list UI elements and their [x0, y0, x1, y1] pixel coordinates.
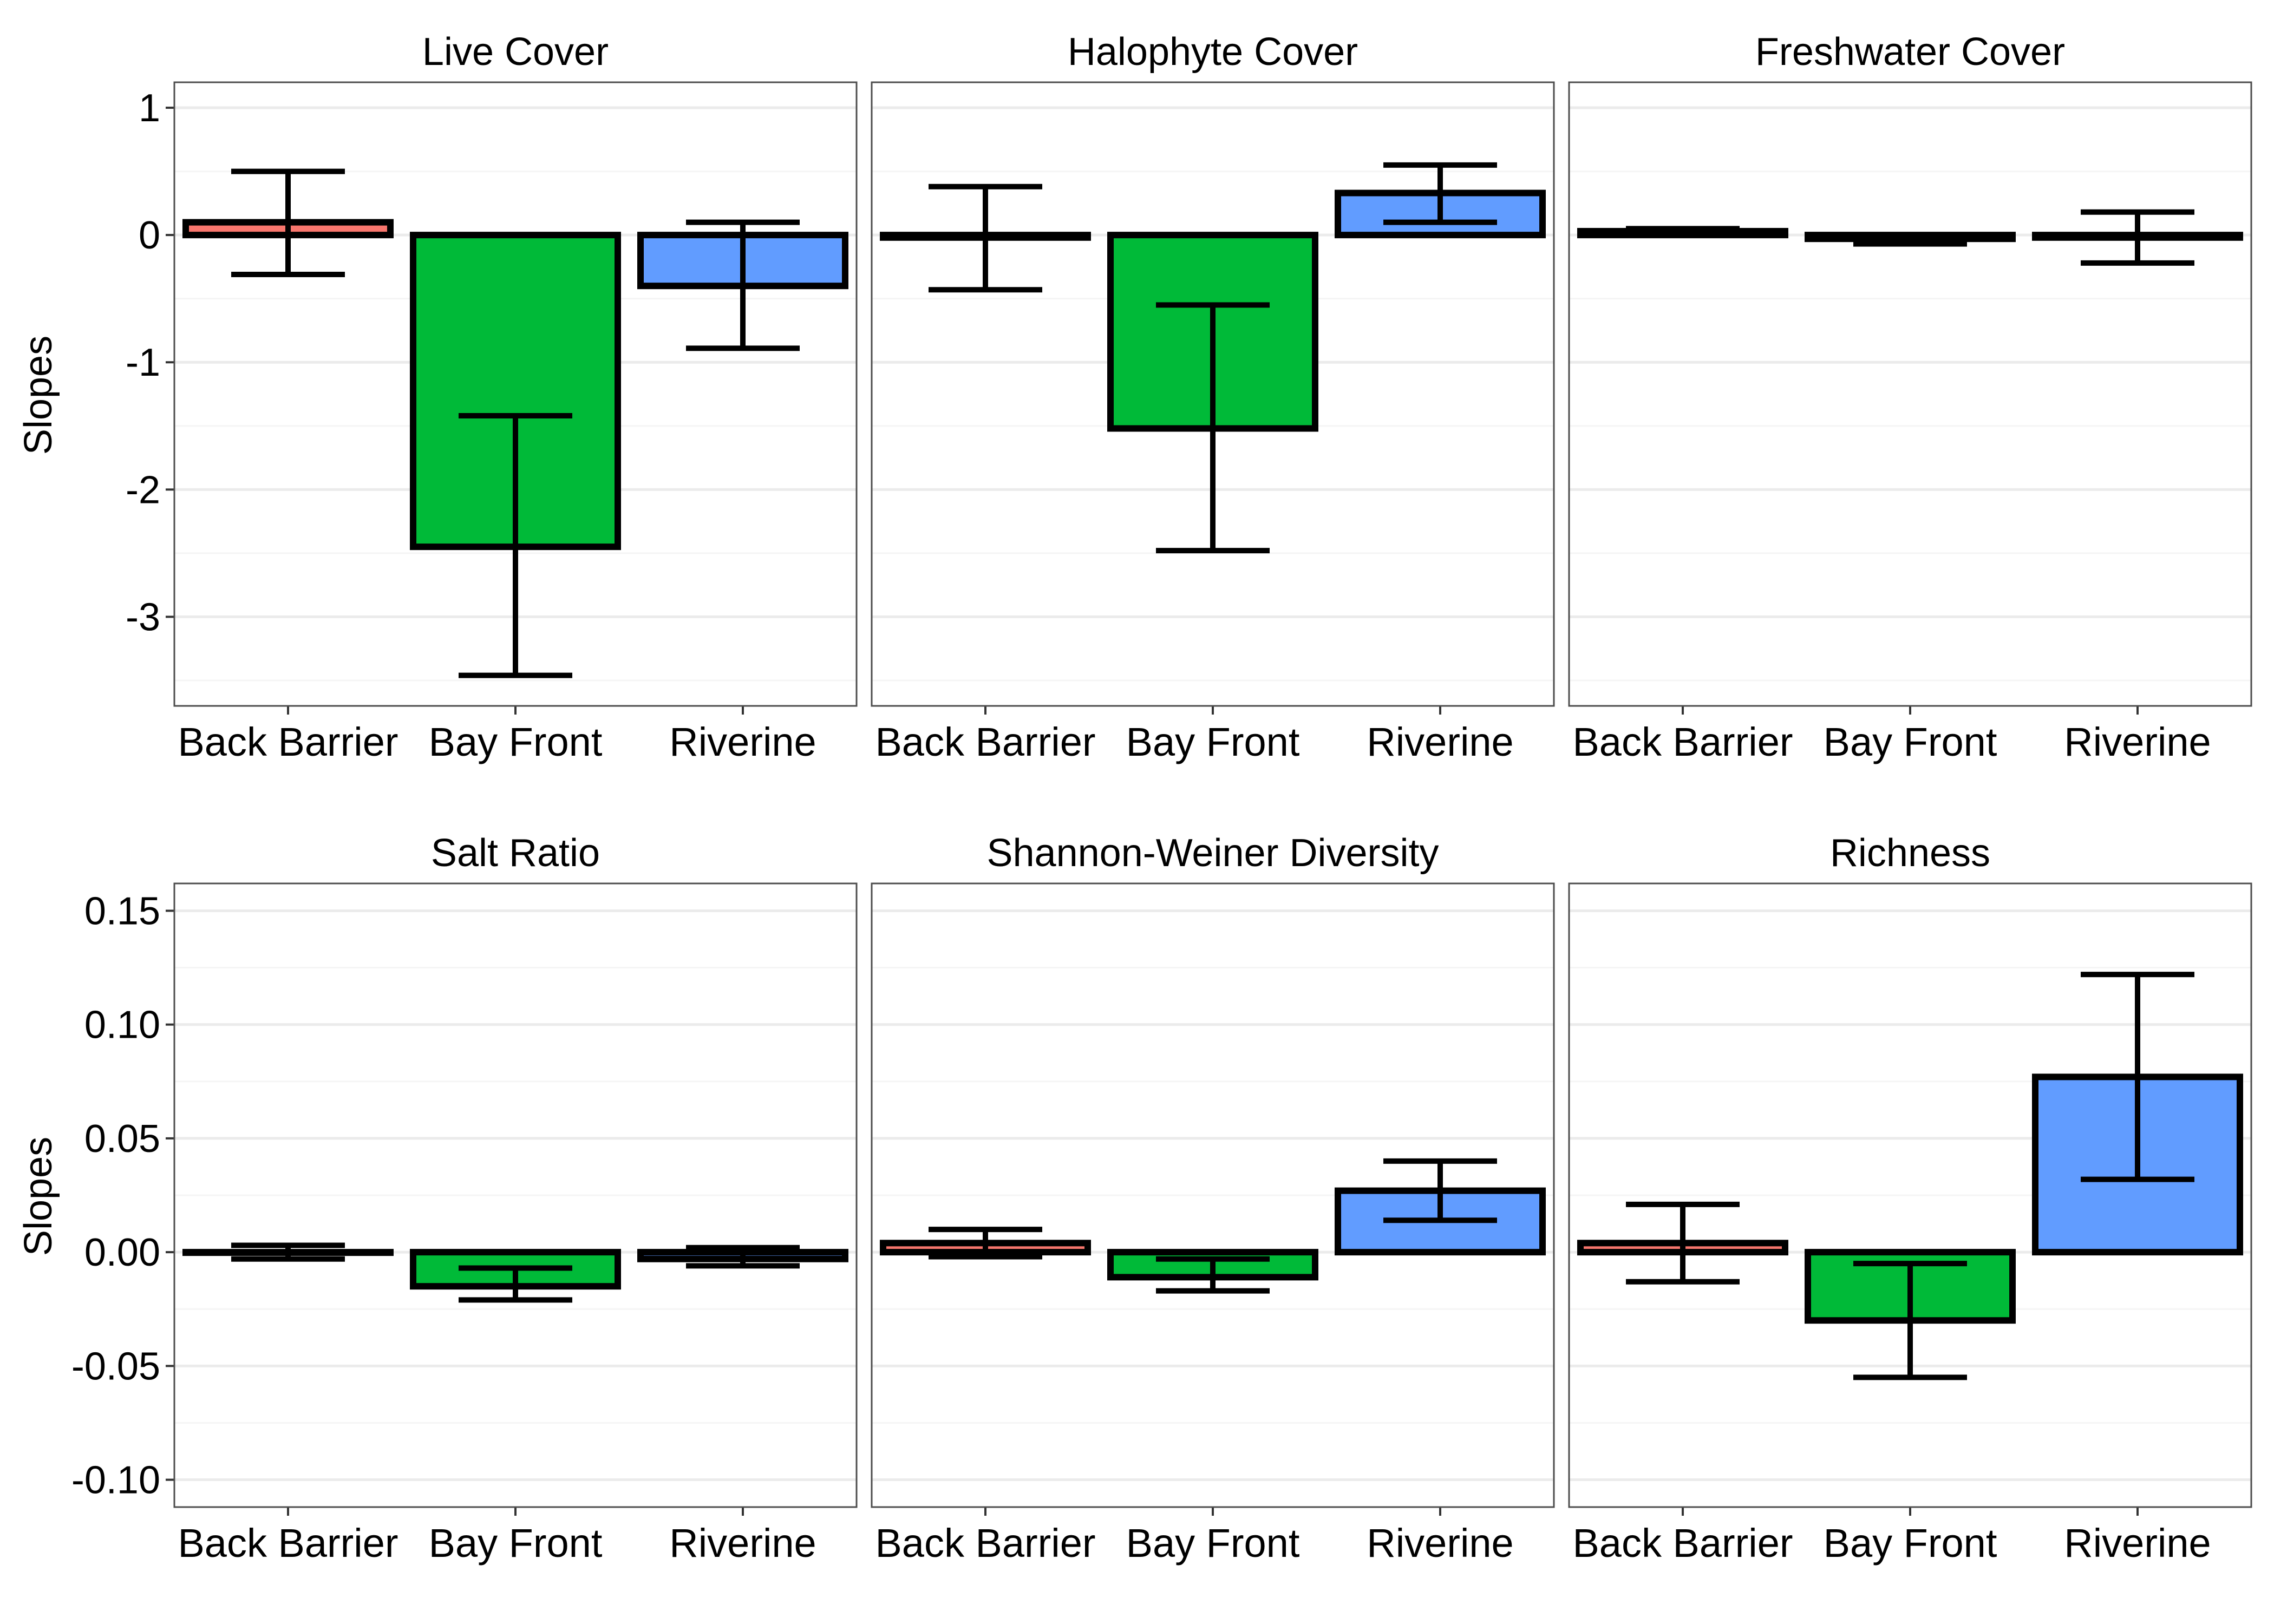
x-tick-label-riverine: Riverine	[2064, 719, 2211, 764]
x-tick-label-bay-front: Bay Front	[1126, 719, 1300, 764]
panel-border	[173, 81, 858, 707]
y-tick-label: 0.10	[84, 1004, 160, 1047]
panels-group: 1 0 -1 -2 -3 Back Barrier Bay Front Riverine Liv…	[71, 30, 2252, 1566]
x-tick-label-back-barrier: Back Barrier	[875, 719, 1095, 764]
y-axis-title-bottom-row: Slopes	[17, 1137, 60, 1256]
x-tick-label-riverine: Riverine	[1367, 1521, 1513, 1566]
y-tick-label: 1	[139, 87, 160, 130]
x-tick-label-bay-front: Bay Front	[429, 719, 603, 764]
x-tick-label-bay-front: Bay Front	[1824, 1521, 1997, 1566]
x-tick-label-riverine: Riverine	[2064, 1521, 2211, 1566]
x-tick-label-back-barrier: Back Barrier	[178, 1521, 398, 1566]
y-tick-label: 0.00	[84, 1231, 160, 1274]
panel-border	[871, 882, 1555, 1508]
x-tick-label-riverine: Riverine	[1367, 719, 1513, 764]
panel-salt-ratio: 0.15 0.10 0.05 0.00 -0.05 -0.10 Back Barrier Ba…	[71, 831, 858, 1566]
y-tick-label: 0	[139, 214, 160, 257]
x-tick-label-back-barrier: Back Barrier	[1572, 719, 1793, 764]
x-tick-label-back-barrier: Back Barrier	[875, 1521, 1095, 1566]
panel-shannon-weiner-diversity: Back Barrier Bay Front Riverine Shannon-Wei…	[871, 831, 1555, 1566]
y-tick-label: -1	[126, 341, 160, 384]
panel-border	[1568, 882, 2252, 1508]
panel-border	[871, 81, 1555, 707]
panel-halophyte-cover: Back Barrier Bay Front Riverine Halophyte C…	[871, 30, 1555, 764]
x-tick-label-bay-front: Bay Front	[1126, 1521, 1300, 1566]
y-tick-label: -2	[126, 468, 160, 512]
panel-title-richness: Richness	[1830, 831, 1990, 875]
x-tick-label-riverine: Riverine	[669, 1521, 816, 1566]
panel-title-halophyte-cover: Halophyte Cover	[1068, 30, 1358, 74]
y-tick-label: -0.05	[71, 1345, 160, 1388]
x-tick-label-bay-front: Bay Front	[429, 1521, 603, 1566]
panel-title-shannon-weiner-diversity: Shannon-Weiner Diversity	[986, 831, 1439, 875]
x-tick-label-bay-front: Bay Front	[1824, 719, 1997, 764]
panel-border	[173, 882, 858, 1508]
x-tick-label-back-barrier: Back Barrier	[178, 719, 398, 764]
y-tick-label: 0.15	[84, 889, 160, 933]
panel-border	[1568, 81, 2252, 707]
panel-title-live-cover: Live Cover	[422, 30, 609, 74]
x-tick-label-riverine: Riverine	[669, 719, 816, 764]
panel-freshwater-cover: Back Barrier Bay Front Riverine Freshwater …	[1568, 30, 2252, 764]
y-tick-label: 0.05	[84, 1117, 160, 1161]
bar-riverine	[1335, 1187, 1546, 1256]
panel-title-salt-ratio: Salt Ratio	[431, 831, 600, 875]
y-tick-label: -3	[126, 595, 160, 639]
panel-live-cover: 1 0 -1 -2 -3 Back Barrier Bay Front Riverine Liv…	[126, 30, 858, 764]
y-tick-label: -0.10	[71, 1459, 160, 1502]
x-tick-label-back-barrier: Back Barrier	[1572, 1521, 1793, 1566]
panel-title-freshwater-cover: Freshwater Cover	[1755, 30, 2065, 74]
panel-background	[1569, 82, 2251, 706]
y-axis-title-top-row: Slopes	[17, 336, 60, 455]
panel-richness: Back Barrier Bay Front Riverine Richness	[1568, 831, 2252, 1566]
